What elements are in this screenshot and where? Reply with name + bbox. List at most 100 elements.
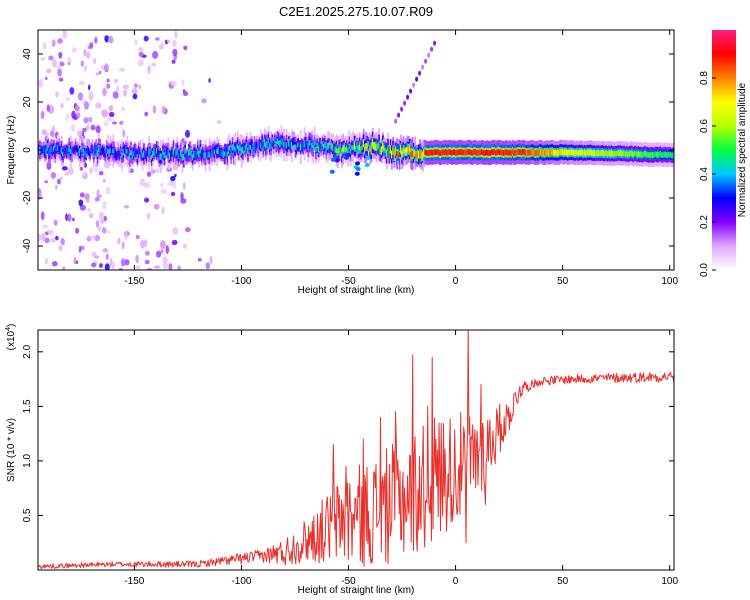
noise-blob xyxy=(89,235,96,240)
band-cell xyxy=(333,149,335,152)
band-cell xyxy=(45,149,48,154)
band-cell xyxy=(270,144,273,149)
band-cell xyxy=(384,148,387,153)
band-cell xyxy=(590,151,592,154)
noise-blob xyxy=(83,48,87,57)
noise-blob xyxy=(61,166,68,171)
band-cell xyxy=(419,151,422,156)
noise-blob xyxy=(124,231,128,241)
band-cell xyxy=(585,151,587,155)
noise-blob xyxy=(102,178,106,183)
noise-blob xyxy=(82,172,86,177)
echo-streak xyxy=(409,88,413,94)
colorbar-tick-label: 0.6 xyxy=(699,119,710,133)
band-blob xyxy=(329,169,335,174)
noise-blob xyxy=(103,215,107,222)
noise-blob xyxy=(151,62,157,67)
band-cell xyxy=(188,151,190,155)
band-cell xyxy=(189,149,192,154)
band-cell xyxy=(69,150,72,153)
band-cell xyxy=(322,145,325,148)
band-cell xyxy=(610,151,613,155)
x-tick-label: -50 xyxy=(341,276,356,287)
noise-blob xyxy=(98,170,104,176)
noise-blob xyxy=(98,211,105,220)
band-cell xyxy=(484,151,487,155)
band-cell xyxy=(599,152,601,155)
band-cell xyxy=(648,153,650,157)
band-cell xyxy=(436,150,438,154)
band-cell xyxy=(659,152,662,156)
band-cell xyxy=(59,149,62,153)
x-tick-label: -100 xyxy=(231,276,251,287)
band-cell xyxy=(344,147,347,152)
band-blob xyxy=(334,158,340,163)
band-cell xyxy=(55,146,58,150)
band-cell xyxy=(518,150,520,154)
noise-blob xyxy=(93,58,97,65)
band-cell xyxy=(532,150,535,154)
band-cell xyxy=(556,151,559,155)
noise-blob xyxy=(55,184,58,190)
noise-blob xyxy=(69,87,75,95)
noise-blob xyxy=(79,166,84,171)
noise-blob xyxy=(65,213,68,222)
noise-blob xyxy=(152,105,157,114)
band-cell xyxy=(258,142,261,147)
band-cell xyxy=(403,149,406,153)
echo-streak xyxy=(415,76,419,82)
band-cell xyxy=(310,141,312,145)
noise-blob xyxy=(57,68,62,77)
band-cell xyxy=(324,143,326,147)
band-cell xyxy=(636,153,639,156)
noise-blob xyxy=(51,125,56,133)
band-cell xyxy=(528,151,531,155)
band-cell xyxy=(527,151,529,155)
noise-blob xyxy=(56,178,61,185)
band-cell xyxy=(279,141,282,146)
noise-blob xyxy=(74,104,80,112)
snr-xlabel: Height of straight line (km) xyxy=(298,585,415,596)
noise-blob xyxy=(102,200,107,210)
band-cell xyxy=(94,148,96,151)
band-cell xyxy=(213,150,216,154)
band-cell xyxy=(639,153,641,156)
band-cell xyxy=(157,150,159,154)
noise-blob xyxy=(72,217,75,222)
noise-blob xyxy=(97,225,102,232)
band-cell xyxy=(587,151,590,155)
noise-blob xyxy=(161,105,166,115)
band-cell xyxy=(206,151,208,155)
noise-blob xyxy=(46,104,50,112)
band-cell xyxy=(287,145,289,149)
band-cell xyxy=(292,140,294,144)
band-cell xyxy=(301,144,303,147)
noise-blob xyxy=(52,261,58,267)
noise-blob xyxy=(143,239,148,248)
band-cell xyxy=(140,155,143,158)
band-cell xyxy=(442,150,445,154)
band-cell xyxy=(497,150,500,154)
band-cell xyxy=(118,153,121,157)
noise-blob xyxy=(106,230,111,234)
band-cell xyxy=(304,141,307,145)
y-tick-label: 20 xyxy=(22,96,33,108)
band-cell xyxy=(290,144,293,148)
band-cell xyxy=(637,152,640,156)
noise-blob xyxy=(146,212,151,220)
band-cell xyxy=(416,153,419,158)
noise-blob xyxy=(102,87,107,97)
band-cell xyxy=(257,147,260,150)
band-cell xyxy=(312,147,315,150)
noise-blob xyxy=(62,266,66,270)
noise-blob xyxy=(174,30,178,39)
band-cell xyxy=(313,141,316,145)
band-cell xyxy=(432,151,434,155)
band-cell xyxy=(98,146,100,151)
noise-blob xyxy=(82,127,87,132)
band-cell xyxy=(669,153,672,157)
band-cell xyxy=(275,142,278,146)
band-cell xyxy=(613,152,616,156)
band-cell xyxy=(265,143,267,147)
band-cell xyxy=(504,151,506,155)
